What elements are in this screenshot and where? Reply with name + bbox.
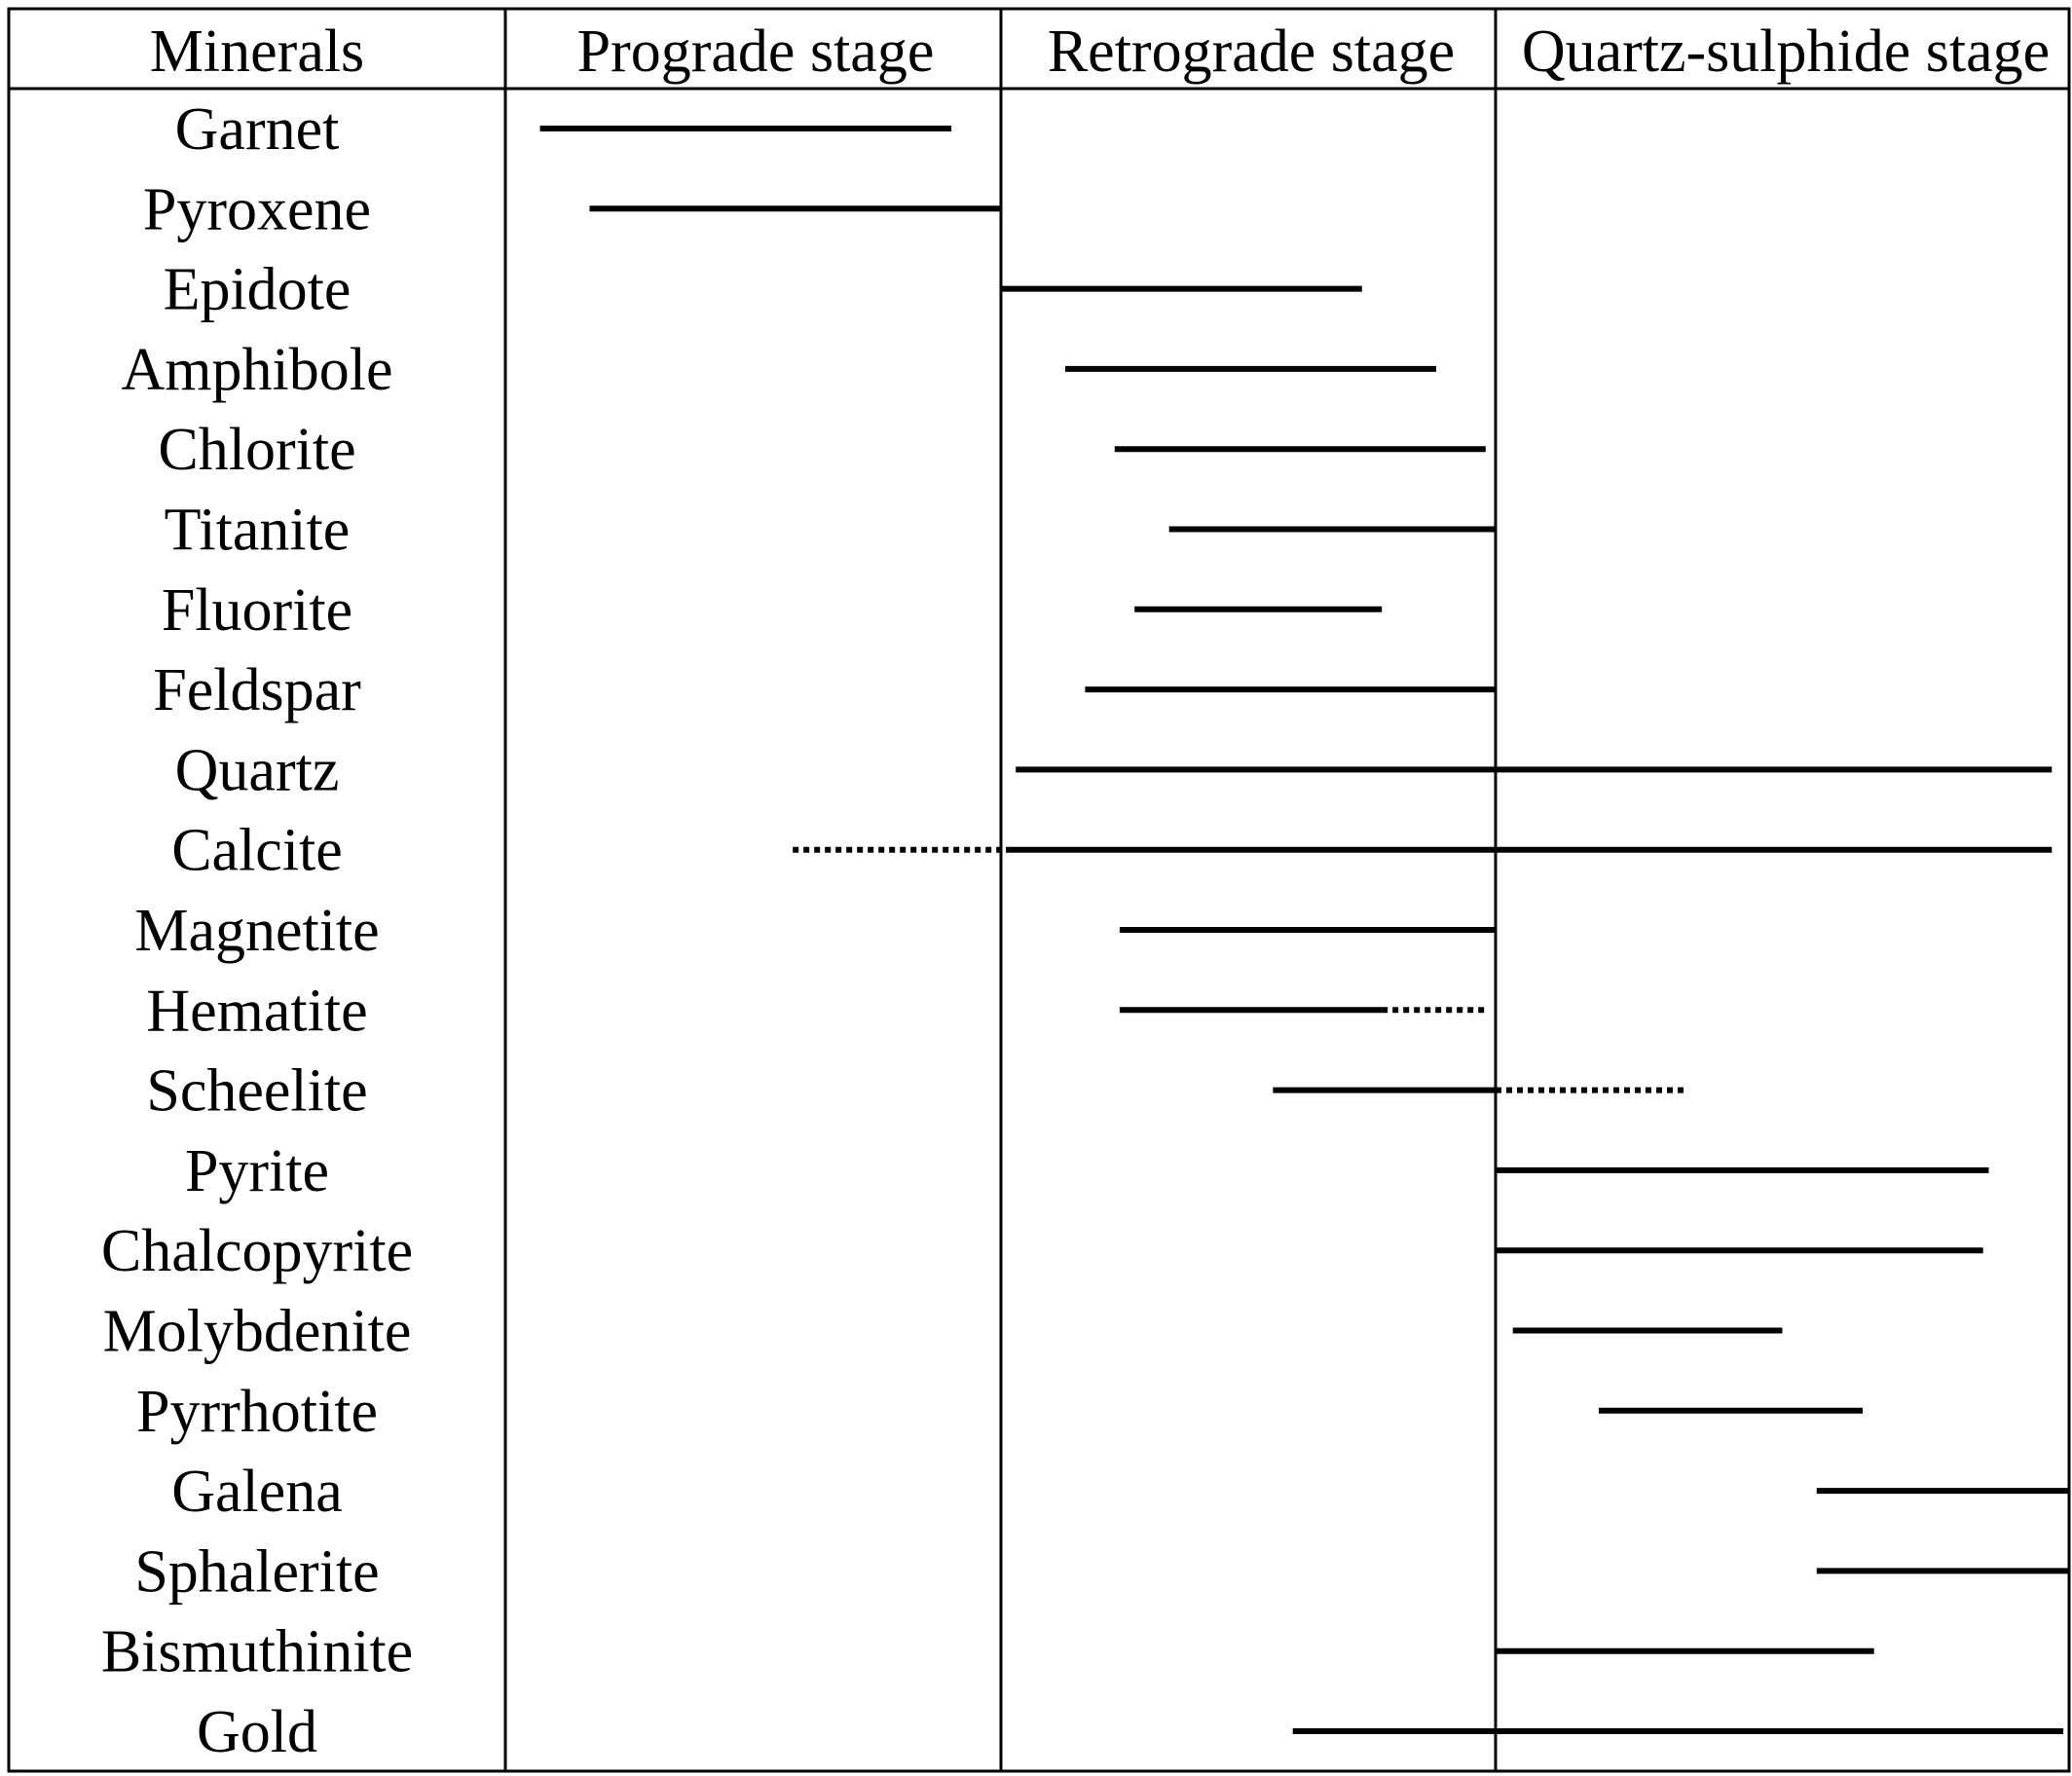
- mineral-row-calcite: Calcite: [171, 818, 2053, 884]
- mineral-row-fluorite: Fluorite: [162, 577, 1383, 644]
- mineral-label-magnetite: Magnetite: [134, 898, 379, 964]
- mineral-label-titanite: Titanite: [165, 498, 351, 564]
- mineral-label-feldspar: Feldspar: [153, 657, 361, 723]
- mineral-row-quartz: Quartz: [175, 737, 2053, 803]
- mineral-label-fluorite: Fluorite: [162, 577, 352, 644]
- mineral-row-hematite: Hematite: [146, 978, 1486, 1044]
- mineral-row-scheelite: Scheelite: [146, 1058, 1685, 1125]
- mineral-label-pyrrhotite: Pyrrhotite: [136, 1379, 378, 1445]
- prograde-stage-header: Prograde stage: [577, 18, 935, 85]
- mineral-label-quartz: Quartz: [175, 737, 340, 803]
- retrograde-stage-header: Retrograde stage: [1048, 18, 1455, 85]
- mineral-label-sphalerite: Sphalerite: [134, 1538, 379, 1605]
- mineral-label-epidote: Epidote: [164, 257, 352, 323]
- mineral-label-calcite: Calcite: [171, 818, 343, 884]
- mineral-label-molybdenite: Molybdenite: [103, 1299, 412, 1365]
- mineral-label-gold: Gold: [197, 1699, 317, 1765]
- minerals-column-header: Minerals: [150, 18, 364, 85]
- mineral-row-chlorite: Chlorite: [158, 417, 1486, 483]
- mineral-row-pyroxene: Pyroxene: [143, 176, 1001, 242]
- mineral-row-bismuthinite: Bismuthinite: [101, 1619, 1874, 1685]
- mineral-label-pyrite: Pyrite: [185, 1138, 329, 1204]
- mineral-row-galena: Galena: [171, 1459, 2069, 1525]
- table-frame: [7, 7, 2071, 1773]
- mineral-row-magnetite: Magnetite: [134, 898, 1496, 964]
- mineral-row-garnet: Garnet: [175, 96, 952, 163]
- mineral-label-scheelite: Scheelite: [146, 1058, 367, 1125]
- mineral-row-molybdenite: Molybdenite: [103, 1299, 1783, 1365]
- mineral-row-epidote: Epidote: [164, 257, 1362, 323]
- mineral-label-hematite: Hematite: [146, 978, 367, 1044]
- mineral-row-titanite: Titanite: [165, 498, 1496, 564]
- mineral-row-amphibole: Amphibole: [122, 337, 1436, 403]
- mineral-rows: Garnet Pyroxene Epidote Amphibole Chlorite Ti…: [101, 96, 2069, 1765]
- mineral-label-pyroxene: Pyroxene: [143, 176, 371, 242]
- mineral-label-galena: Galena: [171, 1459, 343, 1525]
- mineral-label-chlorite: Chlorite: [158, 417, 355, 483]
- mineral-row-sphalerite: Sphalerite: [134, 1538, 2069, 1605]
- mineral-label-chalcopyrite: Chalcopyrite: [101, 1218, 413, 1284]
- mineral-row-pyrite: Pyrite: [185, 1138, 1989, 1204]
- mineral-label-garnet: Garnet: [175, 96, 340, 163]
- mineral-label-amphibole: Amphibole: [122, 337, 393, 403]
- mineral-row-gold: Gold: [197, 1699, 2064, 1765]
- mineral-row-feldspar: Feldspar: [153, 657, 1496, 723]
- mineral-row-pyrrhotite: Pyrrhotite: [136, 1379, 1863, 1445]
- mineral-label-bismuthinite: Bismuthinite: [101, 1619, 413, 1685]
- quartz-sulphide-stage-header: Quartz-sulphide stage: [1522, 18, 2050, 85]
- mineral-row-chalcopyrite: Chalcopyrite: [101, 1218, 1983, 1284]
